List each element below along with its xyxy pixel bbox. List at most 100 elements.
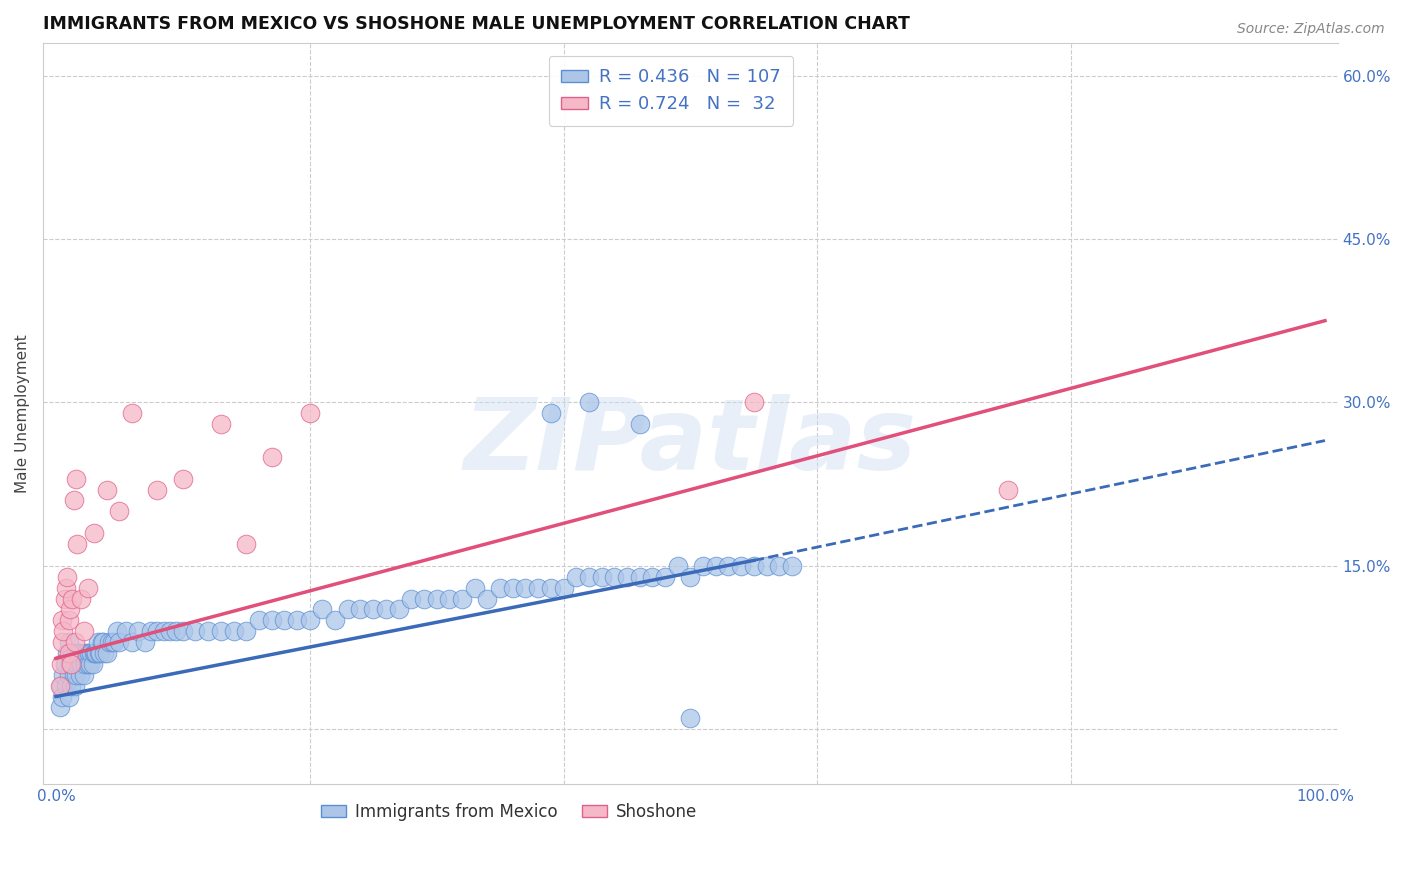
Point — [72, 646, 94, 660]
Point — [60, 646, 83, 660]
Point — [73, 624, 96, 639]
Point — [666, 558, 689, 573]
Point — [87, 635, 110, 649]
Point — [742, 558, 765, 573]
Point — [108, 635, 131, 649]
Point — [165, 624, 187, 639]
Point — [247, 613, 270, 627]
Text: IMMIGRANTS FROM MEXICO VS SHOSHONE MALE UNEMPLOYMENT CORRELATION CHART: IMMIGRANTS FROM MEXICO VS SHOSHONE MALE … — [44, 15, 910, 33]
Point — [86, 646, 108, 660]
Point — [51, 613, 73, 627]
Point — [48, 679, 70, 693]
Point — [51, 635, 73, 649]
Point — [48, 700, 70, 714]
Point — [77, 646, 100, 660]
Point — [69, 667, 91, 681]
Point — [477, 591, 499, 606]
Point — [273, 613, 295, 627]
Point — [209, 624, 232, 639]
Point — [679, 570, 702, 584]
Point — [628, 417, 651, 432]
Point — [83, 646, 105, 660]
Point — [73, 667, 96, 681]
Point — [51, 690, 73, 704]
Point — [49, 679, 72, 693]
Point — [184, 624, 207, 639]
Point — [63, 635, 86, 649]
Point — [127, 624, 149, 639]
Point — [105, 624, 128, 639]
Point — [59, 657, 82, 671]
Point — [49, 657, 72, 671]
Point — [114, 624, 136, 639]
Point — [209, 417, 232, 432]
Point — [91, 635, 114, 649]
Text: Source: ZipAtlas.com: Source: ZipAtlas.com — [1237, 22, 1385, 37]
Point — [489, 581, 512, 595]
Point — [641, 570, 664, 584]
Point — [53, 657, 76, 671]
Point — [108, 504, 131, 518]
Point — [717, 558, 740, 573]
Point — [56, 646, 79, 660]
Legend: Immigrants from Mexico, Shoshone: Immigrants from Mexico, Shoshone — [315, 796, 703, 827]
Point — [616, 570, 638, 584]
Point — [374, 602, 396, 616]
Point — [515, 581, 537, 595]
Point — [997, 483, 1019, 497]
Point — [55, 679, 77, 693]
Point — [67, 646, 90, 660]
Point — [755, 558, 778, 573]
Point — [172, 624, 194, 639]
Point — [66, 537, 89, 551]
Point — [75, 646, 97, 660]
Point — [628, 570, 651, 584]
Point — [780, 558, 803, 573]
Point — [65, 667, 87, 681]
Point — [63, 679, 86, 693]
Point — [311, 602, 333, 616]
Point — [399, 591, 422, 606]
Point — [98, 635, 121, 649]
Point — [76, 581, 98, 595]
Point — [83, 526, 105, 541]
Point — [285, 613, 308, 627]
Point — [52, 667, 75, 681]
Point — [413, 591, 436, 606]
Point — [80, 646, 103, 660]
Point — [565, 570, 588, 584]
Point — [75, 657, 97, 671]
Point — [426, 591, 449, 606]
Point — [591, 570, 613, 584]
Point — [260, 450, 283, 464]
Point — [578, 570, 600, 584]
Text: ZIPatlas: ZIPatlas — [464, 394, 917, 491]
Point — [90, 635, 112, 649]
Point — [540, 406, 562, 420]
Point — [58, 690, 80, 704]
Point — [527, 581, 550, 595]
Point — [540, 581, 562, 595]
Point — [89, 646, 111, 660]
Point — [222, 624, 245, 639]
Point — [197, 624, 219, 639]
Point — [58, 667, 80, 681]
Point — [387, 602, 409, 616]
Point — [87, 646, 110, 660]
Point — [146, 624, 169, 639]
Point — [121, 635, 143, 649]
Point — [103, 635, 125, 649]
Point — [298, 613, 321, 627]
Point — [679, 711, 702, 725]
Point — [70, 591, 93, 606]
Point — [704, 558, 727, 573]
Point — [70, 657, 93, 671]
Point — [84, 646, 107, 660]
Point — [336, 602, 359, 616]
Point — [323, 613, 346, 627]
Point — [60, 657, 83, 671]
Point — [59, 602, 82, 616]
Point — [60, 591, 83, 606]
Point — [79, 657, 101, 671]
Point — [298, 406, 321, 420]
